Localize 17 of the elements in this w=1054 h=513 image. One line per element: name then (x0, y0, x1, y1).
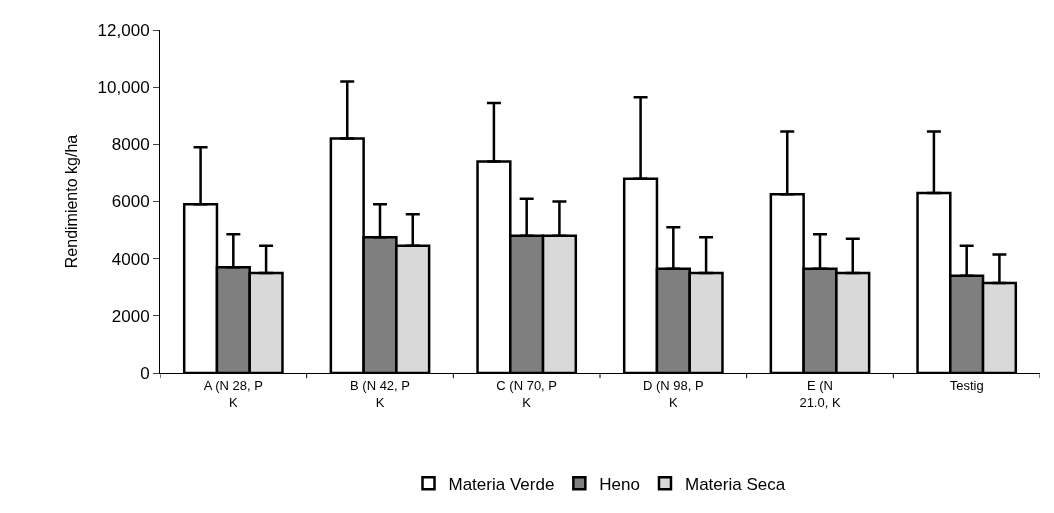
y-tick-label: 10,000 (97, 78, 150, 98)
x-tick-label: E (N 21.0, K (799, 377, 841, 410)
y-tick-label: 6000 (111, 192, 150, 212)
legend-label: Materia Verde (448, 474, 555, 494)
legend-label: Heno (599, 474, 640, 494)
x-tick-label: B (N 42, P K (350, 377, 410, 410)
y-tick-label: 4000 (111, 249, 150, 269)
y-tick-label: 0 (140, 363, 150, 383)
y-tick-label: 12,000 (97, 20, 150, 40)
x-tick-label: A (N 28, P K (203, 377, 263, 410)
x-tick-label: Testig (949, 377, 984, 393)
y-tick-label: 8000 (111, 135, 150, 155)
y-axis-title: Rendimiento kg/ha (63, 134, 81, 269)
x-tick-label: C (N 70, P K (496, 377, 558, 410)
y-tick-label: 2000 (111, 306, 150, 326)
x-tick-label: D (N 98, P K (642, 377, 704, 410)
legend-label: Materia Seca (684, 474, 786, 494)
